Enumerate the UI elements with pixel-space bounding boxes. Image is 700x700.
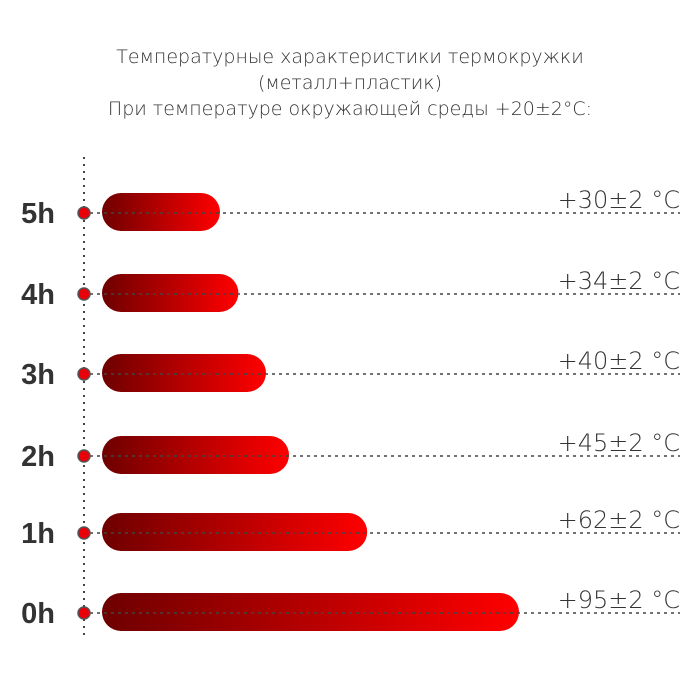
bar [102,274,239,312]
value-label: +34±2 °C [558,267,680,295]
value-label: +62±2 °C [558,506,680,534]
value-label: +30±2 °C [558,186,680,214]
axis-dot [77,287,91,301]
title-line-3: При температуре окружающей среды +20±2°C… [107,98,593,120]
bar [102,354,266,392]
bar [102,193,220,231]
title-line-2: (металл+пластик) [257,72,442,94]
axis-dot [77,367,91,381]
category-label: 2h [21,441,55,473]
value-label: +95±2 °C [558,586,680,614]
category-label: 5h [21,198,55,230]
category-label: 3h [21,359,55,391]
axis-dot [77,206,91,220]
category-label: 1h [21,518,55,550]
category-label: 0h [21,598,55,630]
bar [102,513,368,551]
title-line-1: Температурные характеристики термокружки [116,46,584,68]
category-label: 4h [21,279,55,311]
chart-title: Температурные характеристики термокружки… [0,44,700,122]
value-label: +45±2 °C [558,429,680,457]
axis-dot [77,449,91,463]
bar [102,436,289,474]
axis-dot [77,606,91,620]
value-label: +40±2 °C [558,347,680,375]
bar [102,593,519,631]
axis-dot [77,526,91,540]
